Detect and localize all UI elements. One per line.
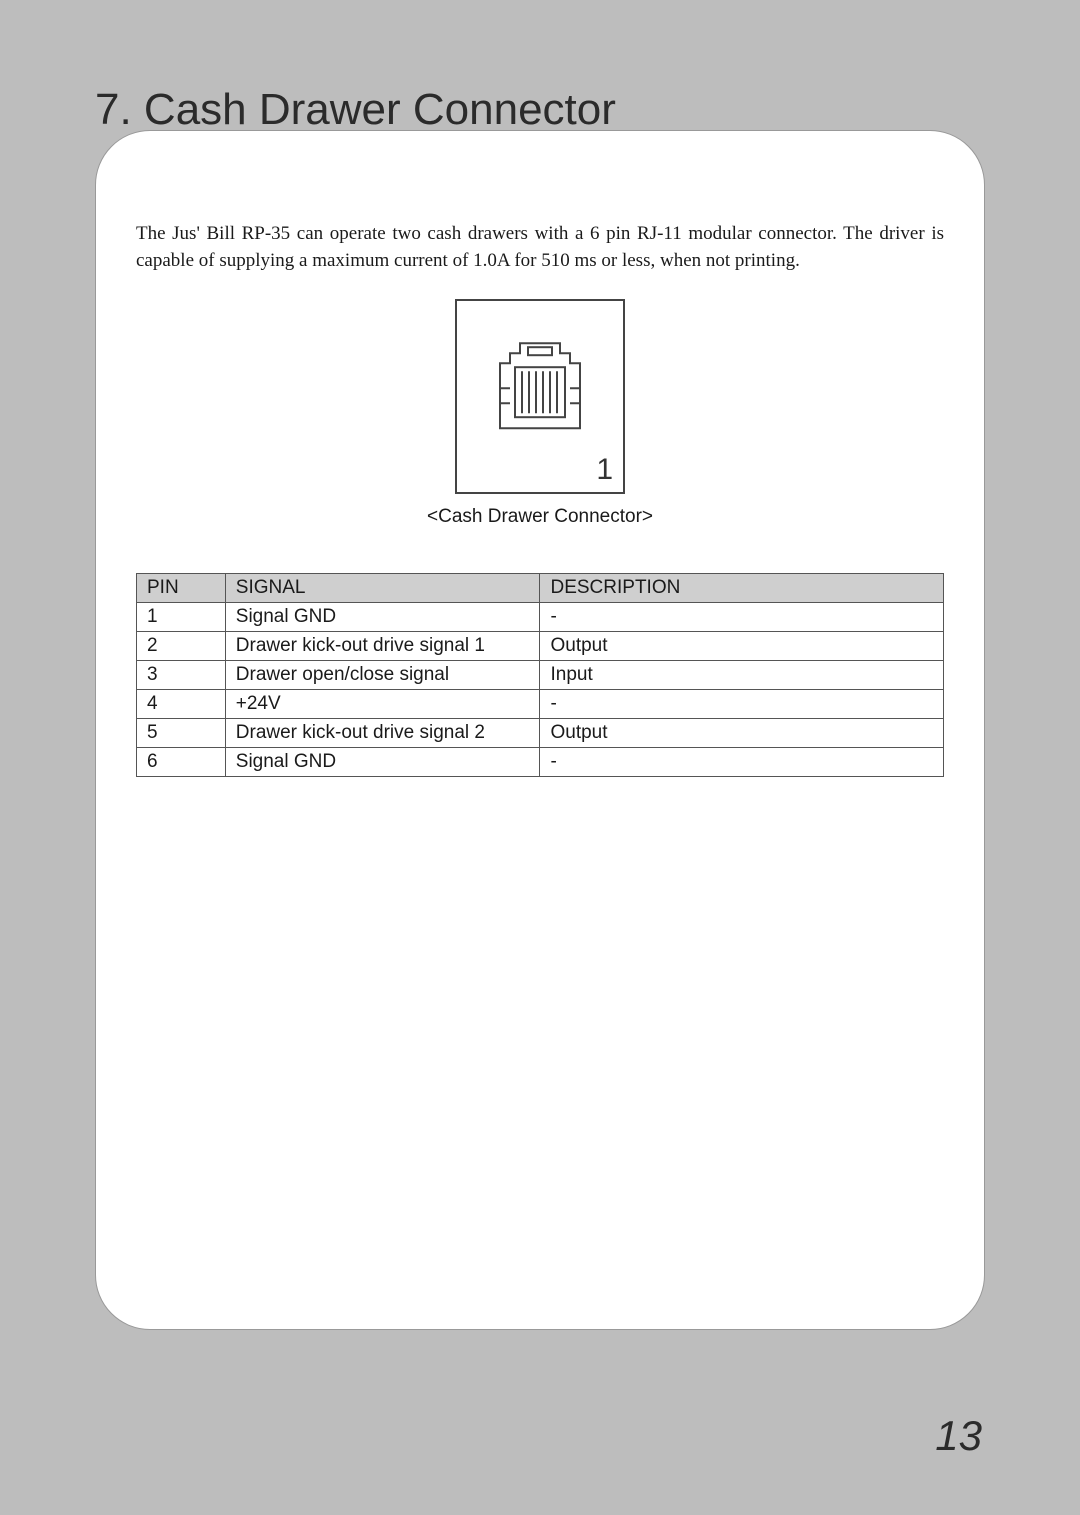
cell-pin: 3 bbox=[137, 661, 226, 690]
table-row: 1 Signal GND - bbox=[137, 603, 944, 632]
cell-signal: Drawer kick-out drive signal 1 bbox=[225, 632, 540, 661]
connector-diagram: 1 <Cash Drawer Connector> bbox=[136, 299, 944, 528]
pinout-table: PIN SIGNAL DESCRIPTION 1 Signal GND - 2 … bbox=[136, 573, 944, 777]
diagram-caption: <Cash Drawer Connector> bbox=[427, 506, 653, 528]
table-row: 5 Drawer kick-out drive signal 2 Output bbox=[137, 719, 944, 748]
cell-desc: Input bbox=[540, 661, 944, 690]
cell-pin: 1 bbox=[137, 603, 226, 632]
col-header-signal: SIGNAL bbox=[225, 574, 540, 603]
cell-signal: Drawer open/close signal bbox=[225, 661, 540, 690]
diagram-frame: 1 bbox=[455, 299, 625, 494]
pin-1-indicator: 1 bbox=[596, 453, 613, 487]
page-number: 13 bbox=[935, 1412, 982, 1460]
col-header-pin: PIN bbox=[137, 574, 226, 603]
cell-pin: 6 bbox=[137, 748, 226, 777]
table-row: 2 Drawer kick-out drive signal 1 Output bbox=[137, 632, 944, 661]
col-header-description: DESCRIPTION bbox=[540, 574, 944, 603]
section-heading: 7. Cash Drawer Connector bbox=[95, 85, 616, 135]
cell-signal: Signal GND bbox=[225, 748, 540, 777]
table-row: 3 Drawer open/close signal Input bbox=[137, 661, 944, 690]
cell-desc: - bbox=[540, 603, 944, 632]
cell-desc: - bbox=[540, 748, 944, 777]
intro-paragraph: The Jus' Bill RP-35 can operate two cash… bbox=[136, 221, 944, 274]
cell-pin: 5 bbox=[137, 719, 226, 748]
cell-desc: - bbox=[540, 690, 944, 719]
cell-desc: Output bbox=[540, 632, 944, 661]
content-card: The Jus' Bill RP-35 can operate two cash… bbox=[95, 130, 985, 1330]
cell-pin: 4 bbox=[137, 690, 226, 719]
rj11-connector-icon bbox=[490, 333, 590, 443]
table-row: 4 +24V - bbox=[137, 690, 944, 719]
cell-pin: 2 bbox=[137, 632, 226, 661]
cell-signal: Drawer kick-out drive signal 2 bbox=[225, 719, 540, 748]
cell-signal: Signal GND bbox=[225, 603, 540, 632]
cell-signal: +24V bbox=[225, 690, 540, 719]
table-row: 6 Signal GND - bbox=[137, 748, 944, 777]
cell-desc: Output bbox=[540, 719, 944, 748]
table-header-row: PIN SIGNAL DESCRIPTION bbox=[137, 574, 944, 603]
